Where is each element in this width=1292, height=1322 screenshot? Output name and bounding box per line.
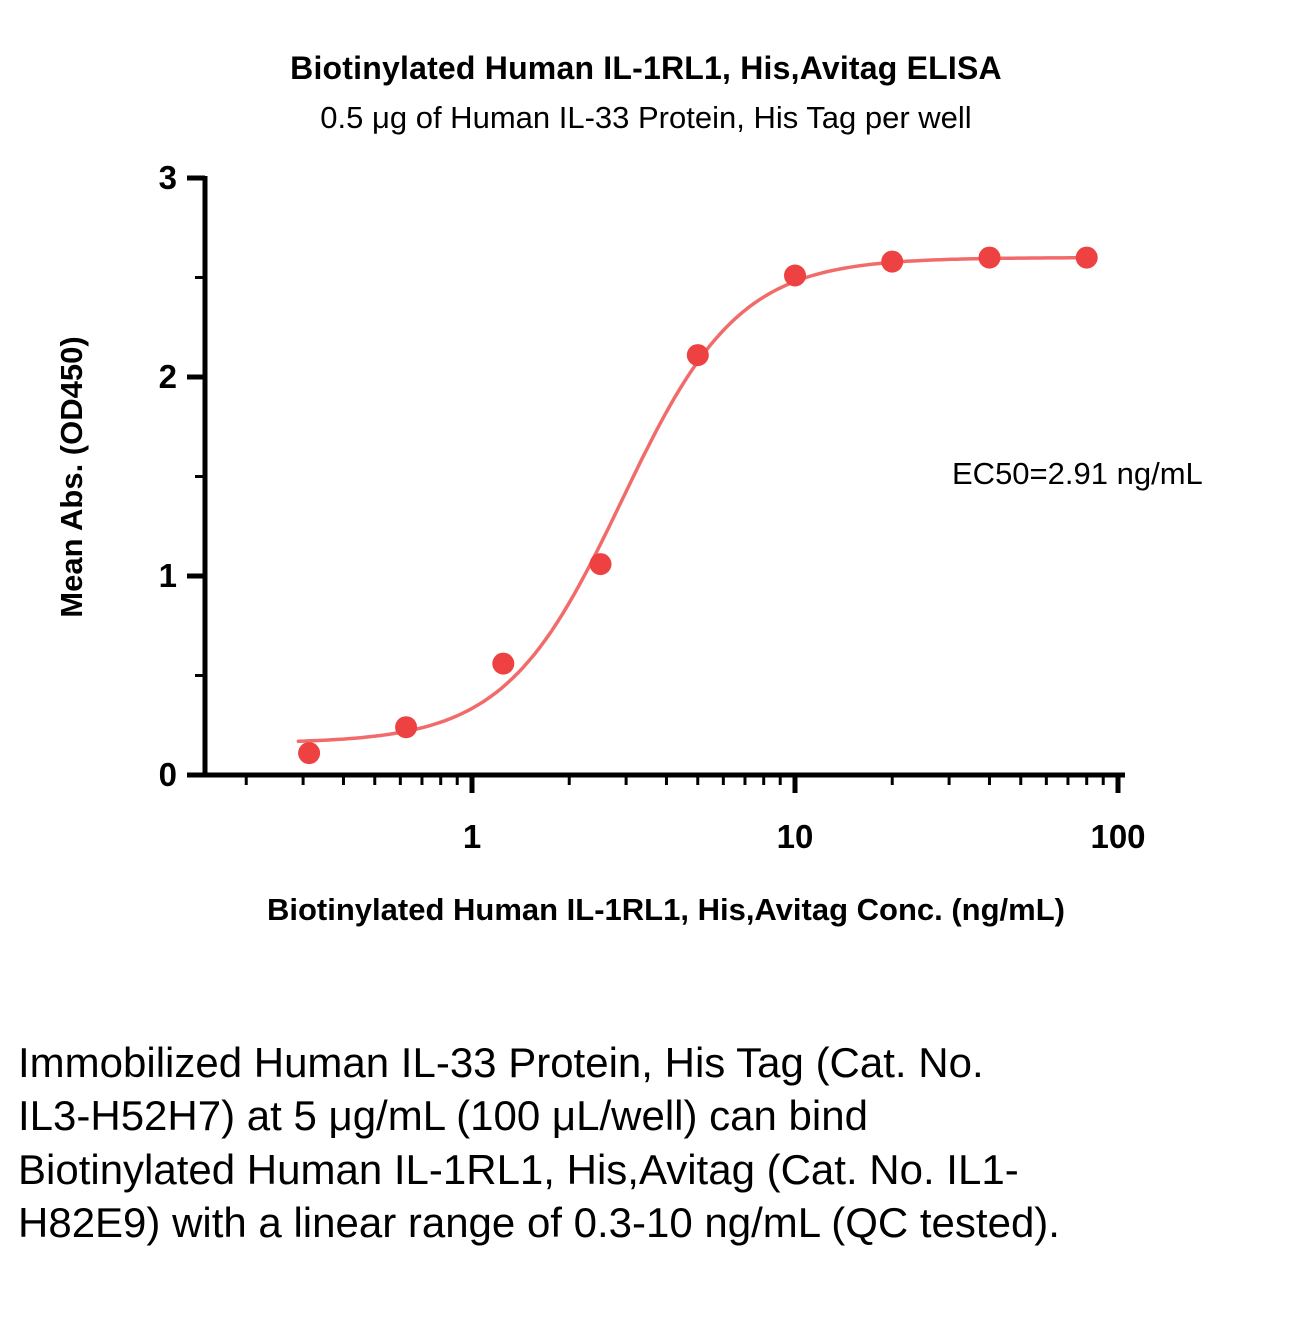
chart-subtitle: 0.5 μg of Human IL-33 Protein, His Tag p… — [320, 100, 972, 135]
svg-text:1: 1 — [159, 557, 177, 594]
elisa-dose-response-plot: 0 1 2 3 1 10 100 — [159, 159, 1146, 855]
svg-text:1: 1 — [463, 818, 481, 855]
svg-text:3: 3 — [159, 159, 177, 196]
svg-text:2: 2 — [159, 358, 177, 395]
y-axis-title: Mean Abs. (OD450) — [54, 336, 89, 618]
chart-title: Biotinylated Human IL-1RL1, His,Avitag E… — [290, 50, 1002, 86]
x-axis-title: Biotinylated Human IL-1RL1, His,Avitag C… — [266, 892, 1065, 927]
svg-text:10: 10 — [777, 818, 814, 855]
figure-caption: Immobilized Human IL-33 Protein, His Tag… — [18, 1039, 1060, 1246]
svg-text:100: 100 — [1090, 818, 1145, 855]
ec50-annotation: EC50=2.91 ng/mL — [952, 456, 1203, 491]
svg-text:0: 0 — [159, 756, 177, 793]
